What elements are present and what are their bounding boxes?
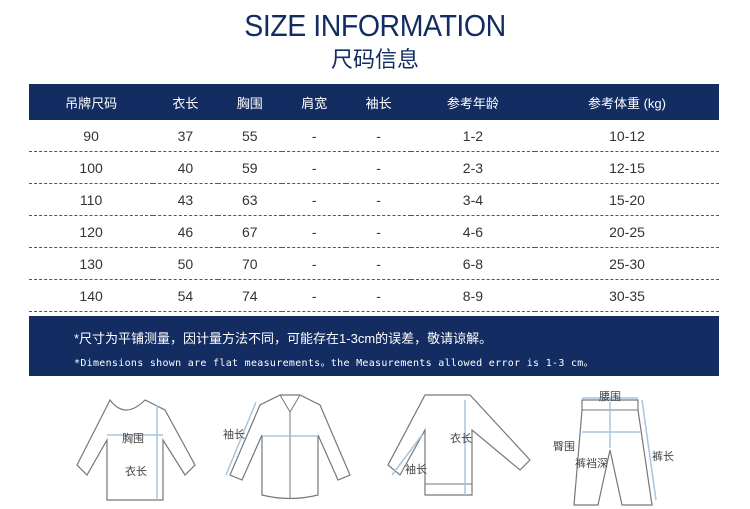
pants-diagram	[573, 397, 657, 506]
table-cell: 46	[153, 215, 218, 248]
label-waist: 腰围	[599, 391, 621, 403]
table-cell: 4-6	[410, 215, 535, 248]
table-cell: 3-4	[410, 183, 535, 216]
table-cell: -	[282, 120, 347, 152]
table-cell: 63	[217, 183, 282, 216]
table-cell: 30-35	[535, 279, 719, 312]
header-cell: 衣长	[153, 84, 218, 120]
table-cell: -	[346, 151, 411, 184]
table-cell: 8-9	[410, 279, 535, 312]
table-cell: -	[282, 215, 347, 248]
header-cell: 参考年龄	[410, 84, 535, 120]
table-cell: 74	[217, 279, 282, 312]
table-cell: 110	[29, 183, 154, 216]
label-rise: 裤裆深	[575, 458, 608, 470]
page-title: SIZE INFORMATION	[244, 8, 506, 43]
table-cell: 54	[153, 279, 218, 312]
label-length: 衣长	[125, 466, 147, 478]
shirt-diagram	[225, 394, 351, 500]
table-row: 140 54 74- -8-9 30-35	[29, 279, 719, 312]
note-english: *Dimensions shown are flat measurements。…	[74, 358, 594, 369]
table-cell: -	[346, 215, 411, 248]
table-cell: 130	[29, 247, 154, 280]
table-cell: 1-2	[410, 120, 535, 152]
label-length-2: 衣长	[450, 433, 472, 445]
table-cell: 120	[29, 215, 154, 248]
header-cell: 胸围	[217, 84, 282, 120]
table-cell: 37	[153, 120, 218, 152]
sweater-diagram	[76, 398, 196, 501]
table-cell: 100	[29, 151, 154, 184]
table-cell: 12-15	[535, 151, 719, 184]
table-cell: -	[346, 279, 411, 312]
table-cell: -	[282, 279, 347, 312]
size-table: 吊牌尺码 衣长 胸围 肩宽 袖长 参考年龄 参考体重 (kg) 90 37 55- -…	[29, 84, 719, 312]
measurement-note: *尺寸为平铺测量，因计量方法不同，可能存在1-3cm的误差，敬请谅解。 *Dim…	[29, 316, 719, 376]
table-cell: 67	[217, 215, 282, 248]
table-row: 110 43 63- -3-4 15-20	[29, 183, 719, 216]
table-cell: 6-8	[410, 247, 535, 280]
table-cell: -	[346, 183, 411, 216]
label-pants-length: 裤长	[652, 451, 674, 463]
table-row: 120 46 67- -4-6 20-25	[29, 215, 719, 248]
table-cell: 90	[29, 120, 154, 152]
label-hip: 臀围	[553, 441, 575, 453]
label-sleeve-2: 袖长	[405, 464, 427, 476]
label-chest: 胸围	[122, 433, 144, 445]
label-sleeve: 袖长	[223, 429, 245, 441]
table-cell: 140	[29, 279, 154, 312]
note-chinese: *尺寸为平铺测量，因计量方法不同，可能存在1-3cm的误差，敬请谅解。	[74, 331, 493, 346]
table-cell: 59	[217, 151, 282, 184]
table-row: 100 40 59- -2-3 12-15	[29, 151, 719, 184]
table-cell: 43	[153, 183, 218, 216]
table-cell: 40	[153, 151, 218, 184]
table-cell: -	[282, 183, 347, 216]
header-cell: 吊牌尺码	[29, 84, 154, 120]
header-cell: 参考体重 (kg)	[535, 84, 719, 120]
table-cell: 2-3	[410, 151, 535, 184]
table-cell: 70	[217, 247, 282, 280]
page-subtitle: 尺码信息	[330, 47, 419, 72]
header-cell: 肩宽	[282, 84, 347, 120]
table-header-row: 吊牌尺码 衣长 胸围 肩宽 袖长 参考年龄 参考体重 (kg)	[29, 84, 719, 120]
table-cell: 20-25	[535, 215, 719, 248]
table-cell: 10-12	[535, 120, 719, 152]
table-cell: -	[346, 247, 411, 280]
table-cell: 15-20	[535, 183, 719, 216]
raglan-diagram	[387, 394, 531, 496]
table-cell: -	[346, 120, 411, 152]
table-cell: 25-30	[535, 247, 719, 280]
table-cell: -	[282, 151, 347, 184]
table-cell: 50	[153, 247, 218, 280]
table-cell: -	[282, 247, 347, 280]
header-cell: 袖长	[346, 84, 411, 120]
table-row: 90 37 55- -1-2 10-12	[29, 120, 719, 152]
table-row: 130 50 70- -6-8 25-30	[29, 247, 719, 280]
table-cell: 55	[217, 120, 282, 152]
